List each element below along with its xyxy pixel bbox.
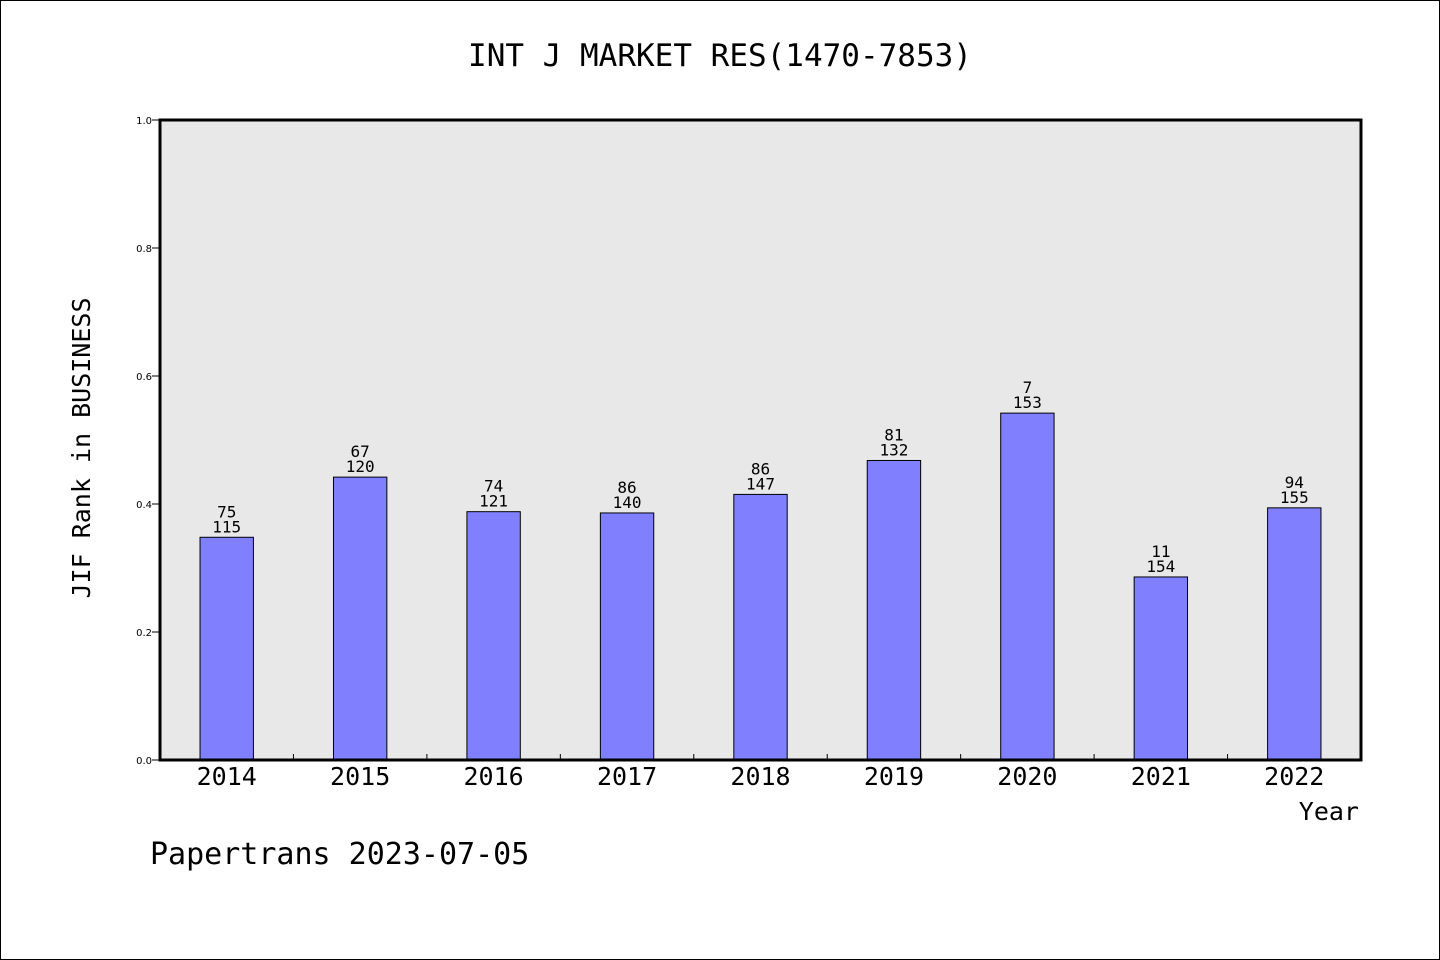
y-tick-label: 0.0 — [136, 756, 152, 767]
bar-rank-label: 86 — [751, 459, 770, 478]
bar-total-label: 115 — [212, 517, 241, 536]
bar-total-label: 121 — [479, 492, 508, 511]
plot-border — [158, 118, 1363, 762]
y-tick-label: 0.6 — [136, 372, 152, 383]
y-tick-label: 0.4 — [136, 500, 152, 511]
data-labels: 7511567120741218614086147811327153111549… — [212, 378, 1308, 576]
x-tick-label: 2017 — [597, 762, 657, 791]
bar-total-label: 155 — [1280, 488, 1309, 507]
bar-total-label: 153 — [1013, 393, 1042, 412]
y-axis: 0.0 0.2 0.4 0.6 0.8 1.0 — [136, 116, 160, 767]
bar-rank-label: 81 — [884, 425, 903, 444]
x-tick-label: 2016 — [464, 762, 524, 791]
bar-rank-label: 11 — [1151, 542, 1170, 561]
bar-rank-label: 75 — [217, 502, 236, 521]
bar-total-label: 132 — [879, 440, 908, 459]
bar-rank-label: 74 — [484, 477, 503, 496]
x-tick-label: 2018 — [730, 762, 790, 791]
y-tick-label: 0.2 — [136, 628, 152, 639]
bar-total-label: 154 — [1146, 557, 1175, 576]
bar — [733, 493, 788, 761]
x-tick-label: 2020 — [997, 762, 1057, 791]
bar-rank-label: 7 — [1023, 378, 1033, 397]
bar — [1133, 576, 1189, 761]
bar — [599, 512, 655, 761]
x-tick-label: 2019 — [864, 762, 924, 791]
y-tick-label: 0.8 — [136, 244, 152, 255]
bar — [466, 511, 521, 761]
bar — [866, 459, 922, 761]
bar — [199, 536, 254, 761]
x-axis-label: Year — [1299, 797, 1359, 826]
bar-total-label: 147 — [746, 474, 775, 493]
chart-title: INT J MARKET RES(1470-7853) — [468, 38, 972, 74]
bars-group — [199, 412, 1322, 761]
x-tick-label: 2015 — [330, 762, 390, 791]
bar — [1000, 412, 1055, 761]
x-tick-label: 2014 — [197, 762, 257, 791]
y-axis-label: JIF Rank in BUSINESS — [67, 297, 96, 598]
bar-rank-label: 94 — [1285, 473, 1304, 492]
bar-total-label: 120 — [346, 457, 375, 476]
bar-rank-label: 67 — [351, 442, 370, 461]
bar-total-label: 140 — [613, 493, 642, 512]
bar — [1267, 507, 1322, 761]
x-axis: 2014 2015 2016 2017 2018 2019 2020 2021 2022 — [197, 754, 1324, 791]
y-tick-label: 1.0 — [136, 116, 152, 127]
bar — [332, 476, 388, 761]
credit-text: Papertrans 2023-07-05 — [150, 837, 529, 872]
bar-rank-label: 86 — [617, 478, 636, 497]
x-tick-label: 2021 — [1131, 762, 1191, 791]
x-tick-label: 2022 — [1264, 762, 1324, 791]
